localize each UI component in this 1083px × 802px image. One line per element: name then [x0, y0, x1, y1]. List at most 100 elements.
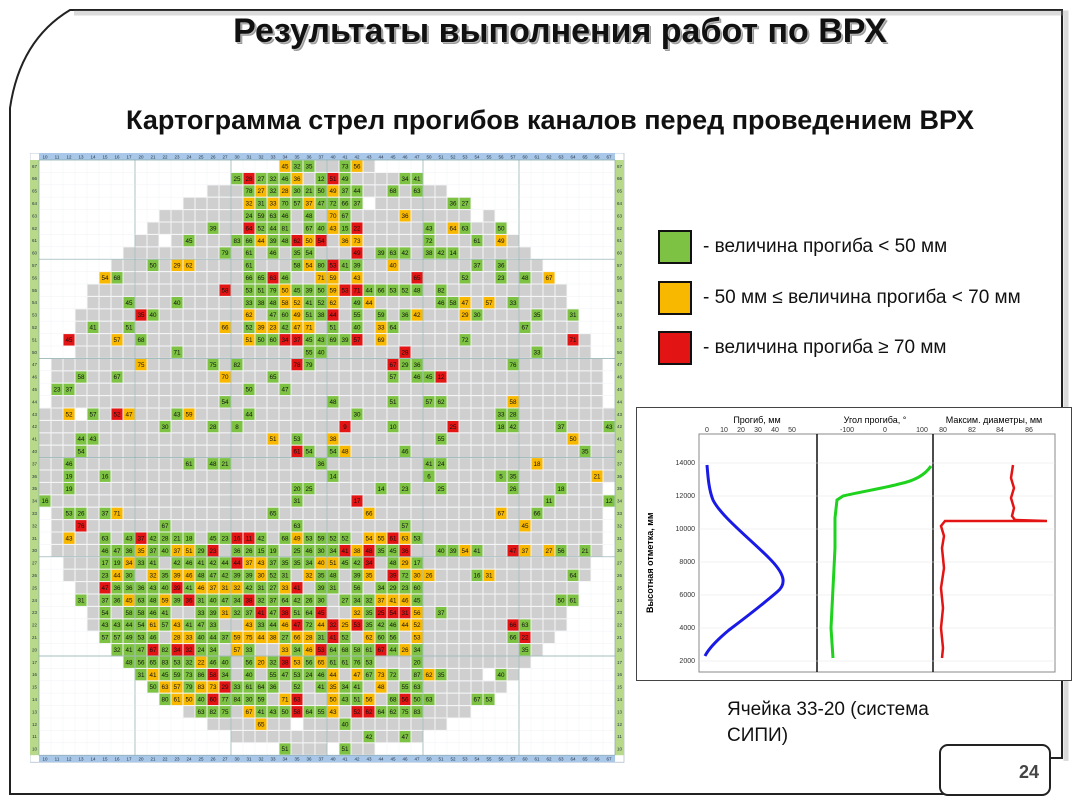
- row-label-left: 32: [32, 523, 38, 528]
- legend-swatch-green: [658, 230, 692, 264]
- cartogram-cell: [39, 432, 51, 446]
- cartogram-cell-value: 47: [113, 548, 121, 555]
- cartogram-cell: [507, 445, 519, 458]
- cartogram-cell: [123, 507, 135, 520]
- cartogram-cell-value: 53: [353, 622, 361, 629]
- cartogram-cell-value: 75: [137, 362, 145, 369]
- cartogram-cell-value: 36: [233, 548, 241, 555]
- cartogram-cell: [135, 296, 147, 309]
- cartogram-cell: [483, 581, 495, 594]
- cartogram-cell: [255, 246, 267, 260]
- cartogram-cell-value: 48: [521, 275, 529, 282]
- cartogram-cell: [183, 470, 195, 483]
- cartogram-cell: [99, 395, 111, 408]
- cartogram-cell: [255, 643, 267, 656]
- cartogram-cell: [411, 321, 423, 334]
- cartogram-cell: [471, 519, 483, 532]
- cartogram-cell: [471, 222, 483, 235]
- cartogram-cell-value: 47: [461, 300, 469, 307]
- cartogram-cell: [267, 618, 279, 632]
- plot-caption-line1: Ячейка 33-20 (система: [727, 699, 929, 720]
- cartogram-cell-value: 53: [293, 659, 301, 666]
- cartogram-cell: [543, 445, 555, 458]
- cartogram-cell: [555, 370, 567, 384]
- cartogram-cell: [543, 408, 555, 421]
- cartogram-cell: [375, 209, 387, 222]
- cartogram-cell: [519, 470, 531, 483]
- cartogram-cell: [495, 606, 507, 619]
- cartogram-cell: [267, 606, 279, 619]
- cartogram-cell: [231, 209, 243, 222]
- cartogram-cell: [591, 383, 603, 396]
- cartogram-cell: [183, 284, 195, 297]
- row-label-right: 53: [617, 313, 623, 318]
- cartogram-cell: [75, 358, 87, 371]
- cartogram-cell: [459, 457, 471, 470]
- cartogram-cell: [255, 693, 267, 706]
- cartogram-cell: [99, 358, 111, 371]
- cartogram-cell: [471, 370, 483, 384]
- cartogram-cell: [63, 494, 75, 508]
- cartogram-cell: [375, 730, 387, 743]
- cartogram-cell: [279, 569, 291, 582]
- cartogram-cell-value: 52: [65, 411, 73, 418]
- cartogram-cell: [279, 284, 291, 297]
- cartogram-cell: [267, 569, 279, 582]
- cartogram-cell-value: 63: [461, 225, 469, 232]
- column-label-top: 56: [498, 155, 504, 160]
- cartogram-cell: [219, 544, 231, 557]
- cartogram-cell: [195, 594, 207, 607]
- cartogram-cell: [579, 482, 591, 495]
- cartogram-cell-value: 50: [281, 287, 289, 294]
- cartogram-cell: [363, 172, 375, 185]
- cartogram-cell: [279, 383, 291, 396]
- cartogram-cell: [123, 445, 135, 458]
- cartogram-cell: [231, 395, 243, 408]
- cartogram-cell: [471, 308, 483, 322]
- cartogram-cell: [63, 470, 75, 483]
- row-label-left: 35: [32, 486, 38, 491]
- cartogram-cell: [483, 321, 495, 334]
- cartogram-cell: [507, 271, 519, 284]
- cartogram-cell-value: 32: [365, 597, 373, 604]
- row-label-right: 36: [617, 474, 623, 479]
- cartogram-cell: [519, 333, 531, 346]
- cartogram-cell: [423, 519, 435, 532]
- cartogram-cell-value: 28: [509, 411, 517, 418]
- cartogram-cell: [363, 370, 375, 384]
- cartogram-cell: [543, 470, 555, 483]
- cartogram-cell: [123, 246, 135, 260]
- cartogram-cell-value: 58: [137, 610, 145, 617]
- cartogram-cell: [387, 395, 399, 408]
- cartogram-cell-value: 25: [233, 176, 241, 183]
- cartogram-cell: [219, 494, 231, 508]
- cartogram-cell: [231, 246, 243, 260]
- column-label-bottom: 53: [462, 757, 468, 762]
- cartogram-cell: [495, 383, 507, 396]
- cartogram-cell-value: 38: [317, 312, 325, 319]
- cartogram-cell-value: 75: [221, 709, 229, 716]
- cartogram-cell-value: 45: [65, 337, 73, 344]
- cartogram-cell: [567, 346, 579, 359]
- cartogram-cell-value: 53: [293, 436, 301, 443]
- column-label-bottom: 32: [258, 757, 264, 762]
- cartogram-cell: [375, 346, 387, 359]
- cartogram-cell: [483, 643, 495, 656]
- cartogram-cell-value: 14: [329, 473, 337, 480]
- cartogram-cell: [507, 370, 519, 384]
- cartogram-cell-value: 83: [233, 238, 241, 245]
- cartogram-cell-value: 35: [509, 473, 517, 480]
- cartogram-cell: [411, 408, 423, 421]
- cartogram-cell: [279, 494, 291, 508]
- cartogram-cell: [63, 482, 75, 495]
- cartogram-cell: [399, 594, 411, 607]
- cartogram-cell: [111, 606, 123, 619]
- cartogram-cell: [459, 259, 471, 272]
- cartogram-cell-value: 18: [497, 424, 505, 431]
- cartogram-cell: [423, 482, 435, 495]
- cartogram-cell: [279, 209, 291, 222]
- row-label-right: 25: [617, 585, 623, 590]
- cartogram-cell: [363, 594, 375, 607]
- cartogram-cell: [279, 259, 291, 272]
- cartogram-cell-value: 63: [425, 697, 433, 704]
